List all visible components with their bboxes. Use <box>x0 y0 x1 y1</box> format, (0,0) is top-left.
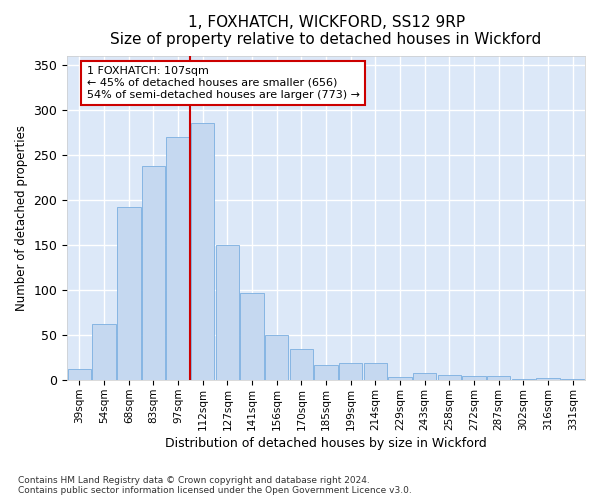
Bar <box>265 335 289 380</box>
Bar <box>388 376 412 380</box>
Bar <box>290 348 313 380</box>
Bar <box>92 324 116 380</box>
Bar <box>68 368 91 380</box>
Bar <box>413 373 436 380</box>
Title: 1, FOXHATCH, WICKFORD, SS12 9RP
Size of property relative to detached houses in : 1, FOXHATCH, WICKFORD, SS12 9RP Size of … <box>110 15 542 48</box>
Bar <box>536 378 560 380</box>
Bar <box>364 363 387 380</box>
Bar <box>166 136 190 380</box>
Bar <box>463 376 486 380</box>
Bar <box>487 376 511 380</box>
Bar <box>339 363 362 380</box>
Bar <box>191 123 214 380</box>
Bar <box>142 166 165 380</box>
Y-axis label: Number of detached properties: Number of detached properties <box>15 125 28 311</box>
Text: Contains HM Land Registry data © Crown copyright and database right 2024.
Contai: Contains HM Land Registry data © Crown c… <box>18 476 412 495</box>
Bar <box>216 245 239 380</box>
Text: 1 FOXHATCH: 107sqm
← 45% of detached houses are smaller (656)
54% of semi-detach: 1 FOXHATCH: 107sqm ← 45% of detached hou… <box>87 66 360 100</box>
X-axis label: Distribution of detached houses by size in Wickford: Distribution of detached houses by size … <box>165 437 487 450</box>
Bar <box>314 365 338 380</box>
Bar <box>437 375 461 380</box>
Bar <box>241 293 264 380</box>
Bar <box>117 207 140 380</box>
